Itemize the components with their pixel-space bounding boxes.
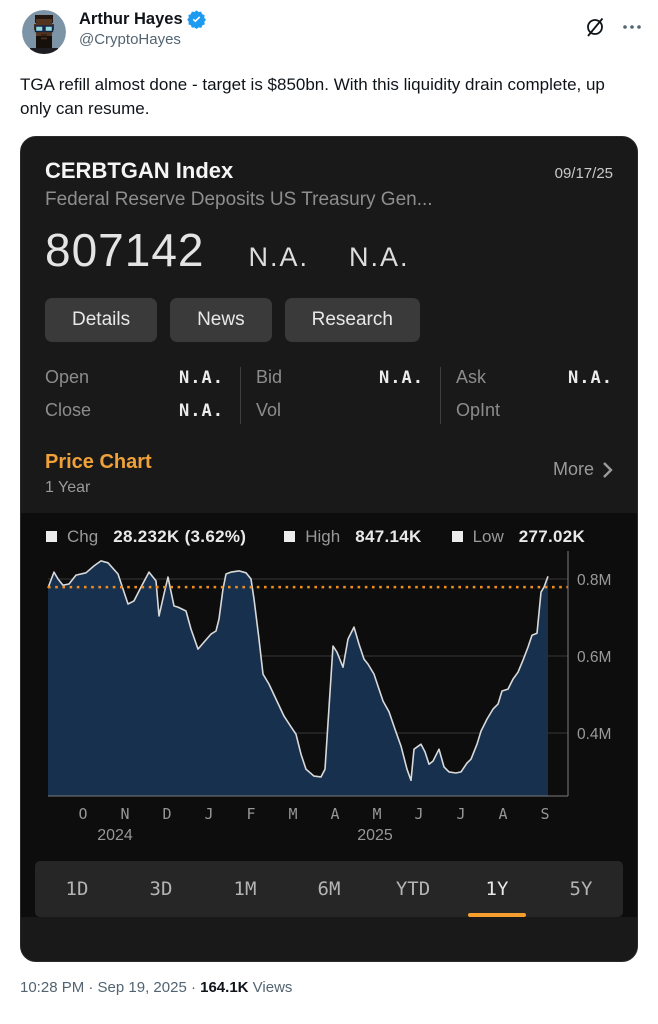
tweet-footer: 10:28 PM · Sep 19, 2025 · 164.1K Views	[20, 979, 658, 996]
chart-panel: Chg 28.232K (3.62%) High 847.14K Low 277.02K …	[21, 513, 637, 917]
chevron-right-icon	[603, 461, 613, 478]
grok-icon[interactable]	[584, 16, 606, 38]
x-axis-month-tick: O	[78, 805, 88, 823]
y-axis-tick: 0.8M	[577, 572, 611, 589]
stat-row-opint: OpInt	[456, 400, 613, 424]
x-axis-month-tick: S	[540, 805, 550, 823]
stat-label: Bid	[256, 367, 283, 387]
stat-value: N.A.	[179, 401, 224, 421]
stat-column: Ask N.A. OpInt	[441, 367, 613, 424]
card-button-news[interactable]: News	[170, 298, 272, 342]
x-axis-month-tick: D	[162, 805, 172, 823]
range-button-1y[interactable]: 1Y	[455, 861, 539, 917]
stat-value: N.A.	[179, 368, 224, 388]
more-label: More	[552, 459, 594, 479]
x-axis-year-label: 2024	[97, 827, 133, 844]
terminal-card: CERBTGAN Index 09/17/25 Federal Reserve …	[20, 136, 638, 962]
author-handle[interactable]: @CryptoHayes	[79, 31, 181, 48]
range-button-ytd[interactable]: YTD	[395, 878, 431, 900]
price-na-2: N.A.	[349, 242, 410, 272]
tweet-text: TGA refill almost done - target is $850b…	[20, 75, 605, 118]
active-range-underline	[468, 913, 526, 917]
stat-row-open: Open N.A.	[45, 367, 224, 391]
legend-item-high: High 847.14K	[284, 527, 421, 547]
stat-column: Bid N.A. Vol	[241, 367, 441, 424]
price-chart-range-label: 1 Year	[45, 479, 91, 496]
legend-label: Low	[472, 526, 504, 546]
stat-row-ask: Ask N.A.	[456, 367, 613, 391]
legend-label: Chg	[67, 526, 99, 546]
views-count: 164.1K	[200, 979, 249, 996]
chart-legend: Chg 28.232K (3.62%) High 847.14K Low 277.02K	[21, 513, 637, 547]
stat-row-close: Close N.A.	[45, 400, 224, 424]
ticker-description: Federal Reserve Deposits US Treasury Gen…	[45, 189, 433, 210]
avatar[interactable]	[22, 10, 66, 54]
price-chart-title: Price Chart	[45, 451, 152, 473]
x-axis-month-tick: J	[456, 805, 466, 823]
stat-label: Ask	[456, 367, 487, 387]
range-button-5y[interactable]: 5Y	[569, 878, 593, 900]
y-axis-tick: 0.6M	[577, 649, 611, 666]
stat-column: Open N.A. Close N.A.	[45, 367, 241, 424]
legend-square-icon	[46, 531, 57, 542]
legend-square-icon	[284, 531, 296, 542]
x-axis-year-label: 2025	[357, 827, 393, 844]
timestamp: 10:28 PM · Sep 19, 2025 ·	[20, 979, 201, 996]
stat-label: Vol	[256, 400, 282, 420]
range-button-3d[interactable]: 3D	[149, 878, 173, 900]
x-axis-month-tick: A	[330, 805, 340, 823]
range-button-1d[interactable]: 1D	[65, 878, 89, 900]
legend-value: 28.232K (3.62%)	[113, 526, 247, 546]
legend-item-low: Low 277.02K	[451, 526, 586, 547]
author-name[interactable]: Arthur Hayes	[79, 10, 183, 28]
verified-badge-icon	[186, 10, 206, 29]
x-axis-month-tick: M	[288, 805, 298, 823]
legend-item-chg: Chg 28.232K (3.62%)	[46, 527, 246, 547]
quote-date: 09/17/25	[554, 165, 613, 182]
x-axis-month-tick: J	[414, 805, 424, 823]
ticker-symbol: CERBTGAN Index	[45, 158, 234, 183]
stat-row-vol: Vol	[256, 400, 424, 424]
stat-label: Close	[45, 400, 92, 420]
x-axis-month-tick: N	[120, 805, 130, 823]
card-button-research[interactable]: Research	[284, 298, 420, 342]
card-top-section: CERBTGAN Index 09/17/25 Federal Reserve …	[21, 137, 637, 513]
more-menu-icon[interactable]	[622, 17, 642, 37]
stat-value: N.A.	[379, 368, 424, 388]
more-link[interactable]: More	[553, 459, 613, 480]
last-price: 807142	[45, 224, 205, 276]
price-na-1: N.A.	[248, 242, 310, 272]
card-buttons-row: Details News Research	[45, 298, 613, 342]
stat-value: N.A.	[568, 368, 613, 388]
card-button-details[interactable]: Details	[45, 298, 158, 342]
x-axis-month-tick: F	[246, 805, 256, 823]
price-chart: 0.8M 0.6M 0.4M	[21, 551, 637, 803]
range-button-1m[interactable]: 1M	[233, 878, 257, 900]
stat-label: OpInt	[456, 400, 501, 420]
x-axis-month-tick: A	[498, 805, 508, 823]
area-chart-svg: 0.8M 0.6M 0.4M	[47, 551, 611, 797]
x-axis-labels: O N D J F M A M J J A S 2024 2025	[21, 803, 637, 849]
tweet-header: Arthur Hayes @CryptoHayes	[22, 10, 642, 58]
range-selector-bar: 1D 3D 1M 6M YTD 1Y 5Y	[35, 861, 623, 917]
views-label: Views	[248, 979, 293, 996]
stat-label: Open	[45, 367, 90, 387]
stats-grid: Open N.A. Close N.A. Bid N.A. Vol Ask N.A. OpInt	[45, 367, 613, 424]
legend-label: High	[305, 526, 341, 546]
avatar-pixel-art	[22, 10, 66, 54]
stat-row-bid: Bid N.A.	[256, 367, 424, 391]
y-axis-tick: 0.4M	[577, 726, 611, 743]
range-button-6m[interactable]: 6M	[317, 878, 341, 900]
legend-value: 277.02K	[518, 526, 586, 546]
legend-value: 847.14K	[355, 526, 422, 546]
x-axis-month-tick: J	[204, 805, 214, 823]
legend-square-icon	[451, 531, 463, 542]
x-axis-month-tick: M	[372, 805, 382, 823]
